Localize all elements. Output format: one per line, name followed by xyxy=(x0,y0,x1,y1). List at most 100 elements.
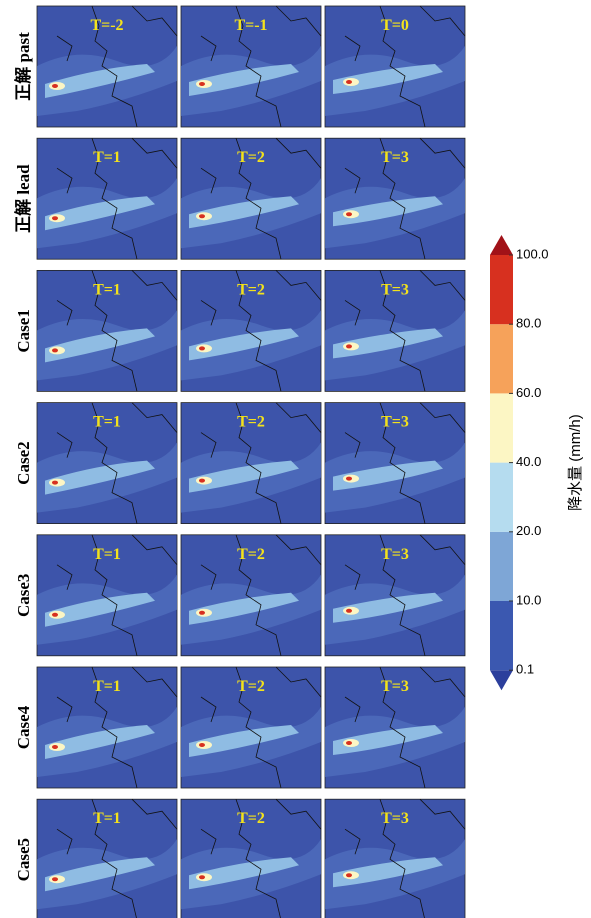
panel-label: T=2 xyxy=(237,281,265,298)
colorbar-tick-label: 60.0 xyxy=(516,385,541,400)
panel-label: T=3 xyxy=(381,149,409,166)
rain-peak xyxy=(346,212,352,217)
rain-band xyxy=(189,460,299,493)
panel-label: T=3 xyxy=(381,546,409,563)
rain-band xyxy=(333,857,443,888)
colorbar-over xyxy=(490,235,513,255)
colorbar-tick-label: 40.0 xyxy=(516,454,541,469)
colorbar-segment xyxy=(490,393,513,463)
row-label: 正解 lead xyxy=(13,164,33,233)
rain-band xyxy=(45,64,155,98)
rain-band xyxy=(333,460,443,491)
coastline xyxy=(344,798,466,918)
row-label: Case1 xyxy=(14,309,33,352)
coastline xyxy=(200,534,322,656)
coastline xyxy=(200,402,322,524)
panel-label: T=3 xyxy=(381,281,409,298)
map-panel: T=0 xyxy=(324,5,466,128)
panel-label: T=1 xyxy=(93,149,121,166)
rain-band xyxy=(45,328,155,363)
coastline xyxy=(200,798,322,918)
colorbar-tick-label: 0.1 xyxy=(516,662,534,677)
map-panel: T=3 xyxy=(324,666,466,789)
colorbar-segment xyxy=(490,601,513,671)
panel-label: T=0 xyxy=(381,17,409,34)
colorbar-tick-label: 20.0 xyxy=(516,523,541,538)
rain-band xyxy=(333,328,443,359)
rain-peak xyxy=(199,743,205,747)
row-label: 正解 past xyxy=(13,32,33,101)
rain-peak xyxy=(52,348,58,353)
rain-peak xyxy=(199,214,205,219)
rain-band xyxy=(189,592,299,625)
rain-peak xyxy=(346,608,352,613)
rain-peak xyxy=(199,478,205,483)
coastline xyxy=(56,137,178,260)
map-panel: T=3 xyxy=(324,798,466,918)
coastline xyxy=(200,666,322,789)
map-panel: T=1 xyxy=(36,137,178,260)
panel-label: T=-2 xyxy=(90,17,123,34)
rain-peak xyxy=(199,346,205,351)
rain-peak xyxy=(346,476,352,481)
rain-band xyxy=(333,64,443,94)
colorbar-tick-label: 100.0 xyxy=(516,246,549,261)
coastline xyxy=(344,137,466,260)
coastline xyxy=(56,798,178,918)
map-panel: T=1 xyxy=(36,666,178,789)
panel-label: T=3 xyxy=(381,678,409,695)
rain-band xyxy=(45,592,155,627)
map-panel: T=2 xyxy=(180,798,322,918)
rain-band xyxy=(189,64,299,96)
rain-peak xyxy=(346,344,352,349)
rain-band xyxy=(333,196,443,227)
map-panel: T=3 xyxy=(324,137,466,260)
rain-peak xyxy=(52,480,58,485)
panel-label: T=2 xyxy=(237,546,265,563)
panel-label: T=1 xyxy=(93,810,121,827)
panel-label: T=1 xyxy=(93,546,121,563)
rain-band xyxy=(333,592,443,623)
rain-band xyxy=(333,725,443,755)
rain-band xyxy=(45,460,155,495)
rain-peak xyxy=(346,80,352,84)
rain-band xyxy=(189,857,299,890)
panel-label: T=2 xyxy=(237,414,265,431)
map-panel: T=-2 xyxy=(36,5,178,128)
rain-band xyxy=(45,196,155,231)
map-panel: T=2 xyxy=(180,534,322,657)
coastline xyxy=(56,270,178,392)
colorbar-label: 降水量 (mm/h) xyxy=(567,414,584,511)
coastline xyxy=(344,534,466,656)
panel-label: T=-1 xyxy=(234,17,267,34)
rain-peak xyxy=(52,877,58,882)
map-panel: T=2 xyxy=(180,666,322,789)
panel-label: T=2 xyxy=(237,810,265,827)
rain-band xyxy=(189,196,299,229)
colorbar-segment xyxy=(490,462,513,532)
map-panel: T=2 xyxy=(180,402,322,525)
colorbar-segment xyxy=(490,255,513,325)
coastline xyxy=(200,137,322,260)
rain-band xyxy=(189,725,299,757)
panel-label: T=2 xyxy=(237,678,265,695)
map-panel: T=2 xyxy=(180,137,322,260)
coastline xyxy=(56,402,178,524)
colorbar-under xyxy=(490,670,513,691)
row-label: Case3 xyxy=(14,574,33,617)
panel-label: T=3 xyxy=(381,414,409,431)
rain-band xyxy=(45,725,155,759)
coastline xyxy=(344,270,466,392)
map-panel: T=2 xyxy=(180,269,322,392)
coastline xyxy=(344,402,466,524)
coastline xyxy=(200,270,322,392)
coastline xyxy=(56,534,178,656)
rain-peak xyxy=(52,84,58,88)
rain-peak xyxy=(52,216,58,221)
panel-label: T=1 xyxy=(93,281,121,298)
rain-peak xyxy=(199,875,205,880)
colorbar-segment xyxy=(490,531,513,601)
colorbar-tick-label: 80.0 xyxy=(516,316,541,331)
colorbar-tick-label: 10.0 xyxy=(516,592,541,607)
